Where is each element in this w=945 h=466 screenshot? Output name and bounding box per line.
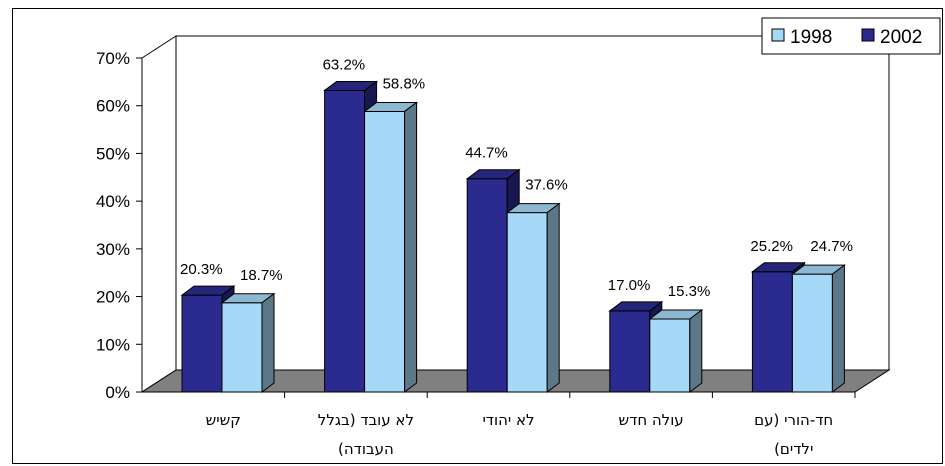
legend-label: 2002 <box>880 27 922 48</box>
chart-border <box>12 8 943 464</box>
data-label: 15.3% <box>668 283 711 300</box>
data-label: 20.3% <box>180 261 223 278</box>
bar-side-1998 <box>831 264 845 393</box>
y-tick-label: 30% <box>96 240 130 259</box>
x-category-label: לא עובד (בגלל <box>318 411 414 429</box>
data-label: 25.2% <box>750 238 793 255</box>
bar-2002 <box>181 294 223 393</box>
bar-side-1998 <box>689 308 703 393</box>
bar-1998 <box>791 273 833 393</box>
y-tick-label: 50% <box>96 144 130 163</box>
data-label: 17.0% <box>608 277 651 294</box>
data-label: 44.7% <box>465 145 508 162</box>
y-tick-label: 0% <box>105 383 130 402</box>
bar-1998 <box>649 318 691 393</box>
legend: 1998 2002 <box>761 17 941 55</box>
data-label: 58.8% <box>383 75 426 92</box>
data-label: 24.7% <box>810 238 853 255</box>
bar-1998 <box>506 212 548 393</box>
data-label: 18.7% <box>240 267 283 284</box>
bar-1998 <box>221 302 263 393</box>
bar-side-1998 <box>261 292 275 393</box>
legend-swatch-1998 <box>771 28 785 42</box>
y-tick-label: 10% <box>96 335 130 354</box>
x-category-label: עולה חדש <box>619 411 684 429</box>
x-category-label: חד-הורי (עם <box>754 411 833 429</box>
legend-box <box>761 17 941 55</box>
x-category-label: ילדים) <box>774 440 813 458</box>
legend-swatch-2002 <box>861 28 875 42</box>
bar-2002 <box>324 89 366 393</box>
x-category-label: לא יהודי <box>482 411 534 429</box>
bar-1998 <box>364 110 406 393</box>
bar-side-1998 <box>546 202 560 393</box>
y-tick-label: 20% <box>96 288 130 307</box>
x-category-label: קשיש <box>206 411 241 429</box>
side-wall <box>141 35 177 393</box>
legend-label: 1998 <box>790 27 832 48</box>
bar-2002 <box>751 271 793 393</box>
x-category-label: העבודה) <box>338 440 394 458</box>
y-tick-label: 40% <box>96 192 130 211</box>
bar-2002 <box>466 178 508 393</box>
bar-2002 <box>609 310 651 393</box>
y-tick-label: 70% <box>96 49 130 68</box>
data-label: 63.2% <box>323 56 366 73</box>
data-label: 37.6% <box>525 177 568 194</box>
y-tick-label: 60% <box>96 97 130 116</box>
bar-side-1998 <box>404 101 418 393</box>
plot-area: 0% 10% 20% 30% 40% 50% 60% 70% 20.3% 18.7% קשיש 63.… <box>96 35 891 458</box>
